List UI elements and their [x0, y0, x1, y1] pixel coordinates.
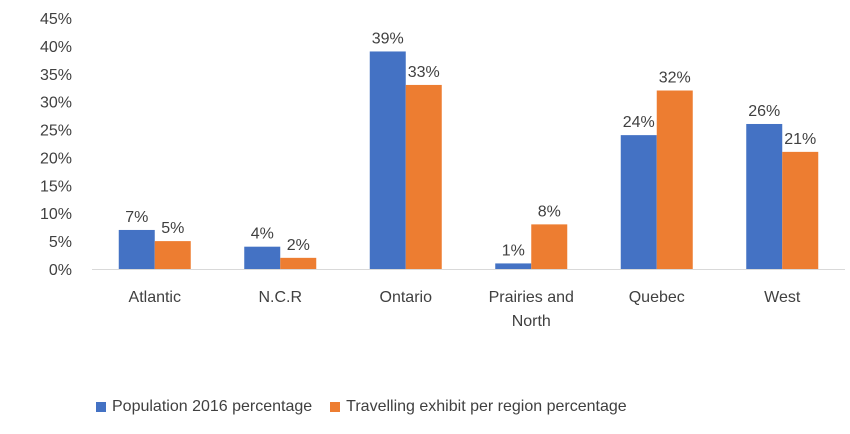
legend: Population 2016 percentage Travelling ex…	[96, 398, 645, 416]
data-label: 5%	[161, 220, 184, 237]
data-label: 2%	[287, 237, 310, 254]
data-label: 24%	[623, 114, 655, 131]
y-tick-label: 35%	[40, 67, 72, 84]
y-tick-label: 25%	[40, 123, 72, 140]
bar	[118, 229, 155, 269]
x-category-label: N.C.R	[258, 289, 302, 306]
data-label: 33%	[408, 64, 440, 81]
bar	[656, 90, 693, 269]
x-category-label: Atlantic	[129, 289, 181, 306]
x-category-label: Prairies and	[489, 289, 574, 306]
y-tick-label: 40%	[40, 39, 72, 56]
y-tick-label: 0%	[49, 262, 72, 279]
bar	[746, 123, 783, 269]
x-category-label: West	[764, 289, 801, 306]
x-category-label: Ontario	[380, 289, 433, 306]
y-tick-label: 5%	[49, 234, 72, 251]
y-tick-label: 20%	[40, 150, 72, 167]
y-tick-label: 30%	[40, 95, 72, 112]
y-tick-label: 10%	[40, 206, 72, 223]
bar	[280, 257, 317, 269]
bar	[531, 224, 568, 269]
legend-item-population: Population 2016 percentage	[96, 398, 312, 416]
bar	[369, 51, 406, 269]
x-category-label: Quebec	[629, 289, 685, 306]
data-label: 32%	[659, 70, 691, 87]
x-category-label: North	[512, 313, 551, 330]
bar	[782, 151, 819, 269]
bar	[495, 263, 532, 269]
y-tick-label: 15%	[40, 178, 72, 195]
bar	[405, 84, 442, 269]
data-label: 26%	[748, 103, 780, 120]
bar	[244, 246, 281, 269]
bar	[154, 241, 191, 269]
legend-label-population: Population 2016 percentage	[112, 398, 313, 415]
legend-swatch-population	[96, 402, 106, 412]
data-label: 7%	[125, 209, 148, 226]
legend-swatch-travelling-exhibit	[330, 402, 341, 412]
y-tick-label: 45%	[40, 11, 72, 28]
legend-label-travelling-exhibit: Travelling exhibit per region percentage	[346, 398, 627, 415]
legend-item-travelling-exhibit: Travelling exhibit per region percentage	[330, 398, 627, 416]
data-label: 39%	[372, 30, 404, 47]
data-label: 21%	[784, 131, 816, 148]
bar	[620, 135, 657, 269]
data-label: 8%	[538, 203, 561, 220]
data-label: 1%	[502, 242, 525, 259]
data-label: 4%	[251, 226, 274, 243]
